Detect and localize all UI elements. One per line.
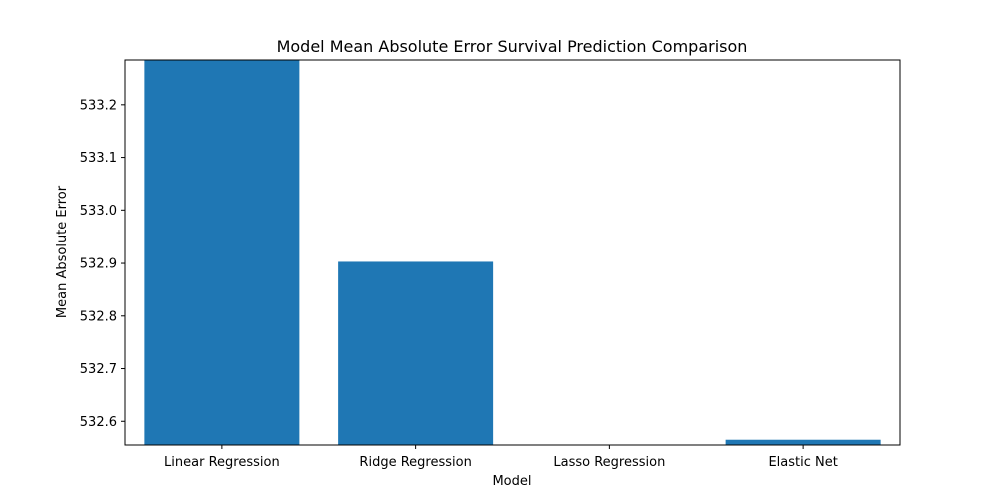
y-tick-label: 532.8 [80, 309, 117, 324]
y-tick-label: 533.0 [80, 204, 117, 219]
y-axis: 532.6 532.7 532.8 532.9 533.0 533.1 533.2 [80, 98, 125, 430]
x-tick-label: Ridge Regression [359, 455, 471, 470]
plot-frame [124, 59, 901, 446]
bar-elastic-net [725, 439, 881, 445]
x-axis-label: Model [492, 474, 531, 489]
y-tick-label: 532.9 [80, 257, 117, 272]
y-tick-label: 533.2 [80, 98, 117, 113]
y-tick-label: 532.7 [80, 362, 117, 377]
bar-linear-regression [144, 60, 300, 445]
x-tick-label: Linear Regression [164, 455, 280, 470]
x-axis: Linear Regression Ridge Regression Lasso R… [164, 445, 838, 470]
bar-ridge-regression [338, 261, 494, 445]
chart-title: Model Mean Absolute Error Survival Predi… [277, 37, 748, 56]
y-tick-label: 533.1 [80, 151, 117, 166]
x-tick-label: Elastic Net [768, 455, 837, 470]
y-axis-label: Mean Absolute Error [55, 185, 70, 318]
bars-group [144, 60, 881, 445]
y-tick-label: 532.6 [80, 415, 117, 430]
x-tick-label: Lasso Regression [553, 455, 665, 470]
